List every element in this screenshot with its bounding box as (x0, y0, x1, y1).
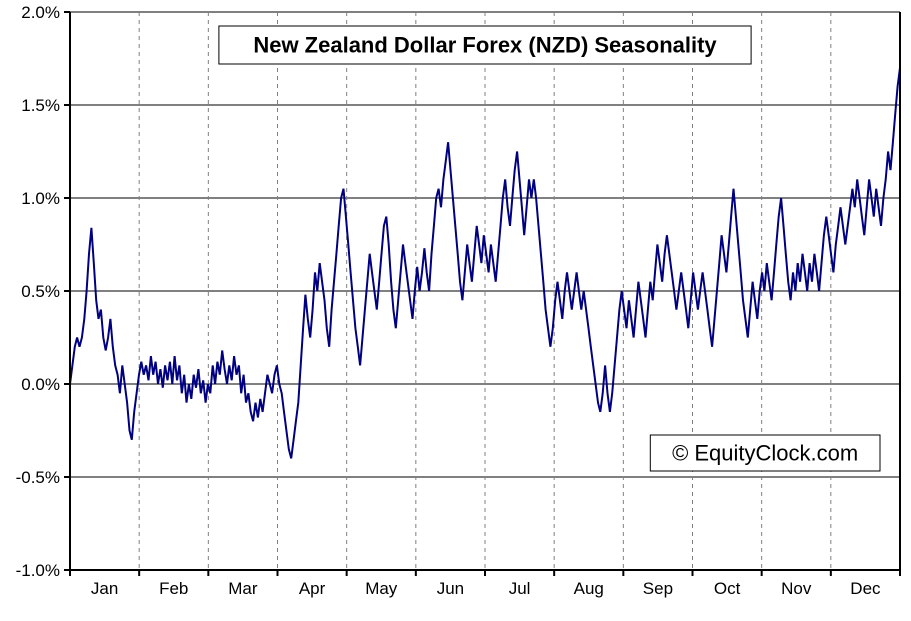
x-month-label: Jun (437, 579, 464, 598)
seasonality-chart: -1.0% -0.5% 0.0% 0.5% 1.0% 1.5% 2.0% Jan Feb Mar A… (0, 0, 911, 621)
x-month-label: Nov (781, 579, 812, 598)
x-month-label: Jan (91, 579, 118, 598)
x-month-label: Oct (714, 579, 741, 598)
chart-svg: -1.0% -0.5% 0.0% 0.5% 1.0% 1.5% 2.0% Jan Feb Mar A… (0, 0, 911, 621)
x-month-label: Jul (509, 579, 531, 598)
x-month-label: Sep (643, 579, 673, 598)
x-month-label: Mar (228, 579, 258, 598)
chart-title: New Zealand Dollar Forex (NZD) Seasonali… (253, 33, 717, 58)
y-tick-label: 1.0% (21, 189, 60, 208)
y-tick-label: 0.5% (21, 282, 60, 301)
x-month-label: May (365, 579, 398, 598)
attribution-text: © EquityClock.com (672, 441, 858, 466)
y-tick-label: 0.0% (21, 375, 60, 394)
x-month-label: Dec (850, 579, 881, 598)
x-month-label: Feb (159, 579, 188, 598)
y-tick-label: -1.0% (16, 561, 60, 580)
x-month-label: Apr (299, 579, 326, 598)
y-tick-label: -0.5% (16, 468, 60, 487)
y-tick-label: 1.5% (21, 96, 60, 115)
y-tick-label: 2.0% (21, 3, 60, 22)
x-month-label: Aug (574, 579, 604, 598)
